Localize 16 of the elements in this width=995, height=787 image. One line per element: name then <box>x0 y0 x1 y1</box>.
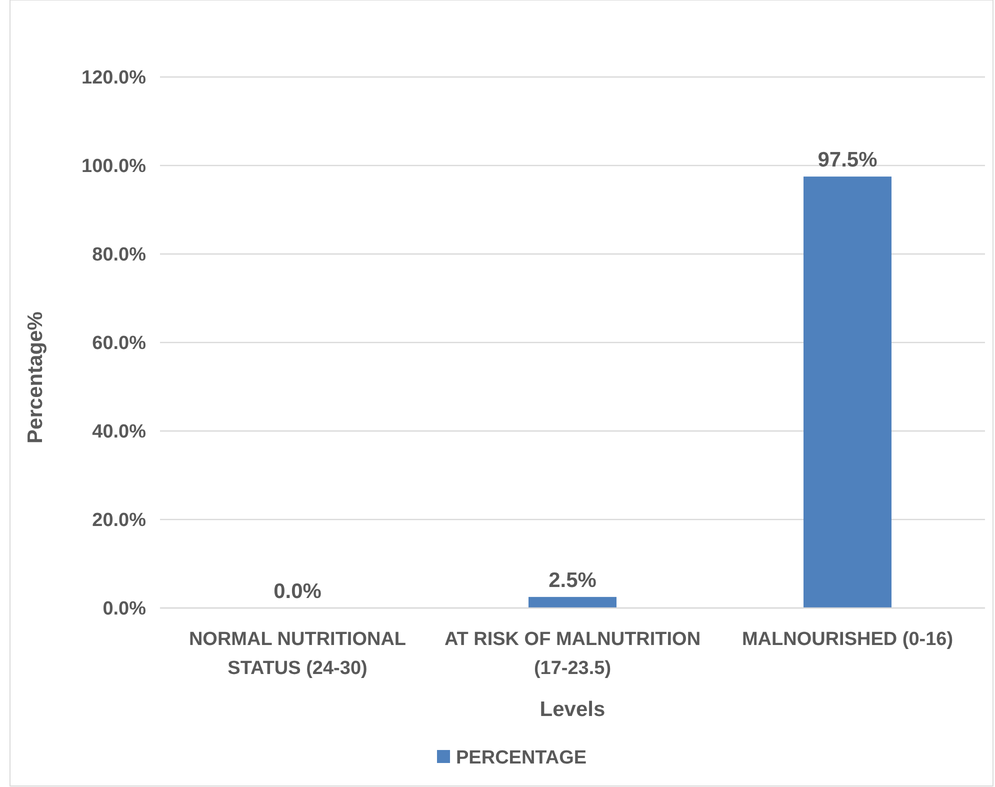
x-axis-title: Levels <box>540 698 606 721</box>
x-tick-label: AT RISK OF MALNUTRITION (17-23.5) <box>444 629 701 679</box>
y-tick-label: 40.0% <box>92 422 146 443</box>
y-tick-label: 20.0% <box>92 510 146 532</box>
data-label: 2.5% <box>548 568 597 592</box>
y-tick-label: 0.0% <box>102 598 146 620</box>
y-tick-label: 100.0% <box>82 156 146 178</box>
y-tick-label: 60.0% <box>92 333 146 354</box>
data-label: 0.0% <box>274 580 322 603</box>
y-axis-title: Percentage% <box>24 311 47 444</box>
y-tick-label: 80.0% <box>92 244 146 266</box>
x-tick-label: NORMAL NUTRITIONAL STATUS (24-30) <box>188 629 406 679</box>
data-label: 97.5% <box>818 148 878 172</box>
legend-label: PERCENTAGE <box>456 748 587 769</box>
x-tick-label: MALNOURISHED (0-16) <box>742 629 954 650</box>
y-tick-label: 120.0% <box>82 68 146 89</box>
